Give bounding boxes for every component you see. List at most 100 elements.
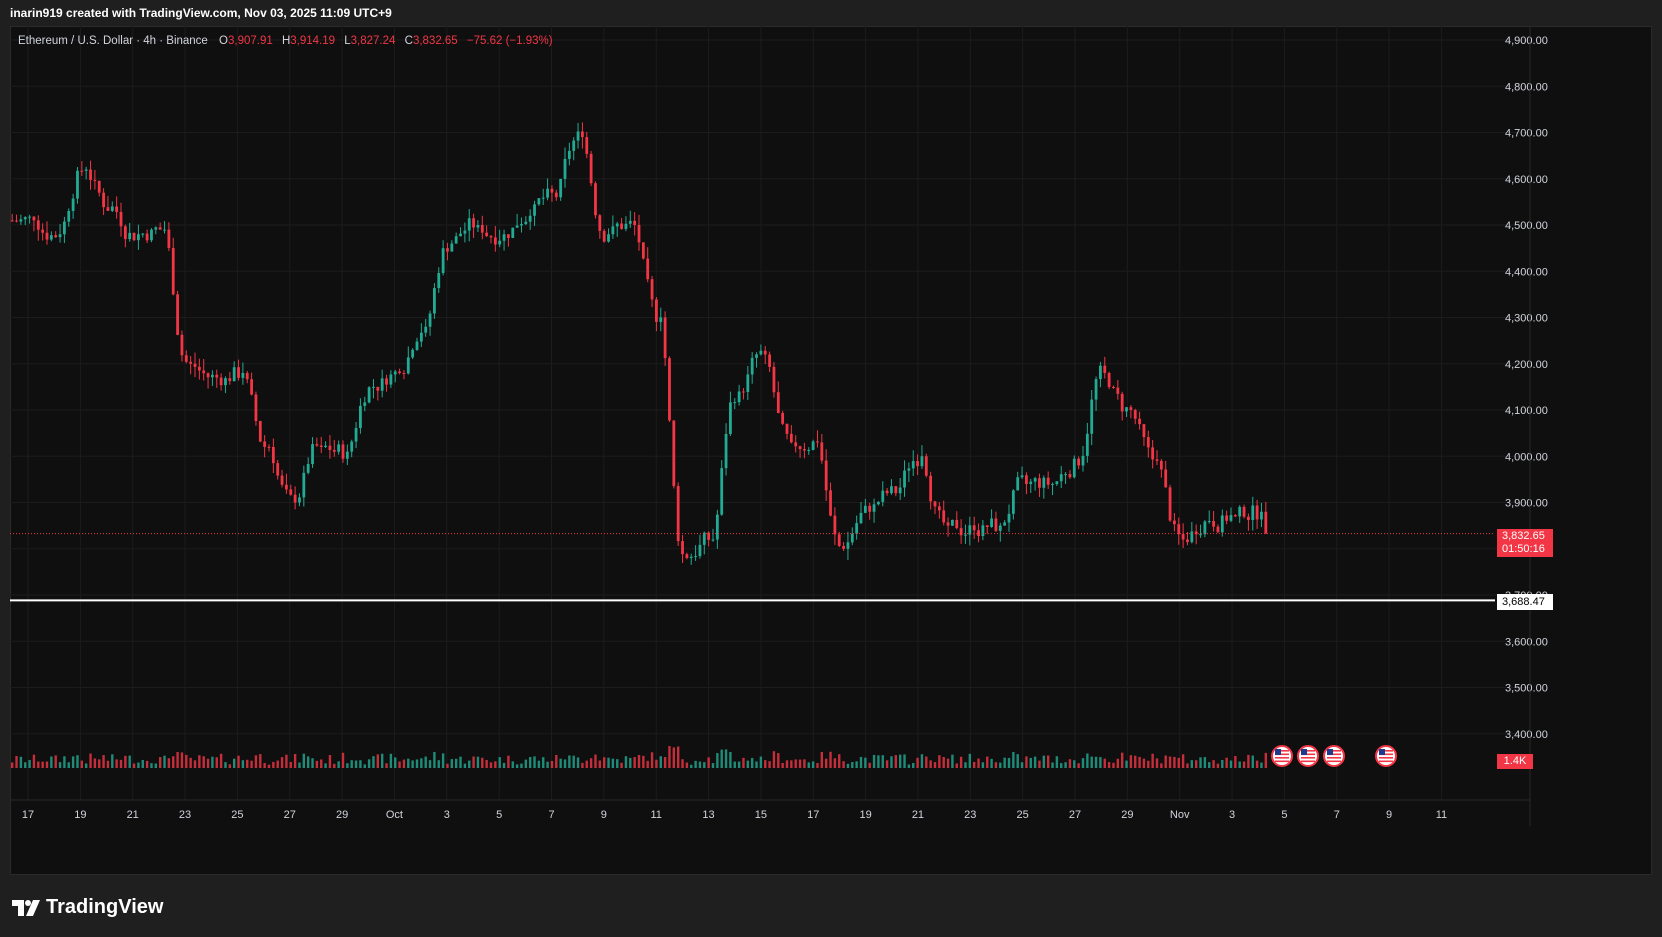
- candle-body: [385, 378, 388, 385]
- volume-bar: [211, 756, 214, 768]
- price-tick-label: 3,900.00: [1505, 498, 1548, 510]
- candle-body: [829, 490, 832, 516]
- volume-bar: [1168, 756, 1172, 768]
- candle-body: [663, 317, 667, 359]
- candle-body: [942, 510, 946, 523]
- candle-body: [842, 545, 845, 549]
- candle-body: [1159, 460, 1163, 470]
- candle-body: [898, 487, 902, 494]
- volume-bar: [1099, 757, 1102, 768]
- volume-bar: [1142, 758, 1146, 768]
- candle-body: [837, 534, 841, 546]
- candle-body: [807, 449, 811, 451]
- volume-bar: [293, 754, 297, 768]
- candle-body: [528, 215, 532, 222]
- volume-bar: [481, 757, 484, 768]
- volume-bar: [842, 761, 845, 768]
- volume-bar: [19, 756, 23, 768]
- volume-bar: [441, 753, 445, 768]
- volume-bar: [986, 756, 989, 768]
- candle-body: [28, 216, 31, 218]
- us-flag-icon[interactable]: [1375, 745, 1397, 767]
- economic-events[interactable]: [1271, 745, 1397, 767]
- candle-body: [1011, 490, 1015, 514]
- volume-bar: [1155, 758, 1159, 768]
- candle-body: [332, 449, 336, 452]
- candle-body: [32, 216, 36, 221]
- volume-bar: [350, 760, 353, 768]
- volume-bar: [707, 757, 710, 768]
- time-tick-label: 21: [912, 809, 924, 821]
- candle-body: [1107, 373, 1111, 388]
- candle-body: [450, 243, 454, 252]
- volume-bar: [45, 761, 49, 768]
- time-tick-label: 25: [1017, 809, 1029, 821]
- candle-body: [676, 486, 680, 542]
- candle-body: [1103, 365, 1107, 373]
- time-tick-label: 13: [702, 809, 714, 821]
- volume-bar: [1216, 763, 1220, 768]
- candle-body: [324, 445, 327, 447]
- close-label: C: [404, 35, 413, 47]
- volume-bar: [1208, 762, 1211, 768]
- candle-body: [1168, 487, 1172, 521]
- candle-body: [437, 273, 441, 289]
- volume-bar: [41, 761, 44, 768]
- candle-body: [232, 367, 236, 382]
- candle-body: [1120, 393, 1124, 412]
- volume-bar: [150, 763, 153, 768]
- candle-body: [768, 354, 771, 367]
- price-chart[interactable]: 4,900.00 4,800.00 4,700.00 4,600.00 4,500.00…: [0, 0, 1662, 880]
- volume-bar: [111, 754, 114, 768]
- open-value: 3,907.91: [228, 35, 273, 47]
- symbol-name[interactable]: Ethereum / U.S. Dollar · 4h · Binance: [18, 35, 208, 47]
- volume-bar: [372, 756, 375, 768]
- candle-body: [102, 192, 105, 208]
- us-flag-icon[interactable]: [1297, 745, 1319, 767]
- volume-bar: [607, 757, 610, 768]
- volume-bar: [306, 756, 310, 768]
- candle-body: [1007, 513, 1011, 523]
- volume-bar: [437, 760, 440, 768]
- candle-body: [154, 227, 158, 230]
- candle-body: [559, 178, 563, 198]
- candle-body: [254, 394, 258, 422]
- volume-bar: [1016, 754, 1019, 768]
- brand-name: TradingView: [46, 896, 164, 918]
- price-tick-label: 3,500.00: [1505, 683, 1548, 695]
- candle-body: [237, 367, 240, 378]
- volume-bar: [1051, 762, 1054, 768]
- volume-bar: [515, 764, 519, 768]
- candle-body: [742, 391, 745, 393]
- volume-bar: [428, 760, 432, 768]
- candle-body: [197, 366, 201, 371]
- volume-bar: [920, 754, 924, 768]
- tradingview-logo[interactable]: TradingView: [12, 896, 163, 919]
- volume-bar: [1199, 757, 1202, 768]
- price-scale: 4,900.00 4,800.00 4,700.00 4,600.00 4,500.00…: [1505, 35, 1548, 741]
- candle-body: [258, 421, 262, 442]
- volume-bar: [972, 761, 976, 768]
- candle-body: [672, 420, 676, 487]
- volume-bar: [977, 758, 980, 768]
- volume-bar: [367, 759, 371, 768]
- us-flag-icon[interactable]: [1323, 745, 1345, 767]
- candle-body: [1138, 418, 1141, 425]
- volume-bar: [550, 760, 554, 768]
- volume-bar: [1107, 762, 1111, 768]
- volume-bar: [1264, 752, 1268, 768]
- candle-body: [711, 539, 715, 541]
- time-tick-label: 17: [22, 809, 34, 821]
- volume-bar: [668, 746, 671, 768]
- candle-body: [1042, 477, 1046, 488]
- volume-bar: [185, 754, 188, 768]
- volume-bar: [520, 763, 523, 768]
- volume-bar: [498, 757, 501, 768]
- volume-bar: [676, 746, 680, 768]
- volume-bar: [759, 756, 763, 768]
- candle-body: [319, 445, 323, 447]
- us-flag-icon[interactable]: [1271, 745, 1293, 767]
- candle-body: [93, 179, 97, 181]
- candle-body: [1072, 458, 1076, 478]
- volume-bar: [716, 753, 719, 768]
